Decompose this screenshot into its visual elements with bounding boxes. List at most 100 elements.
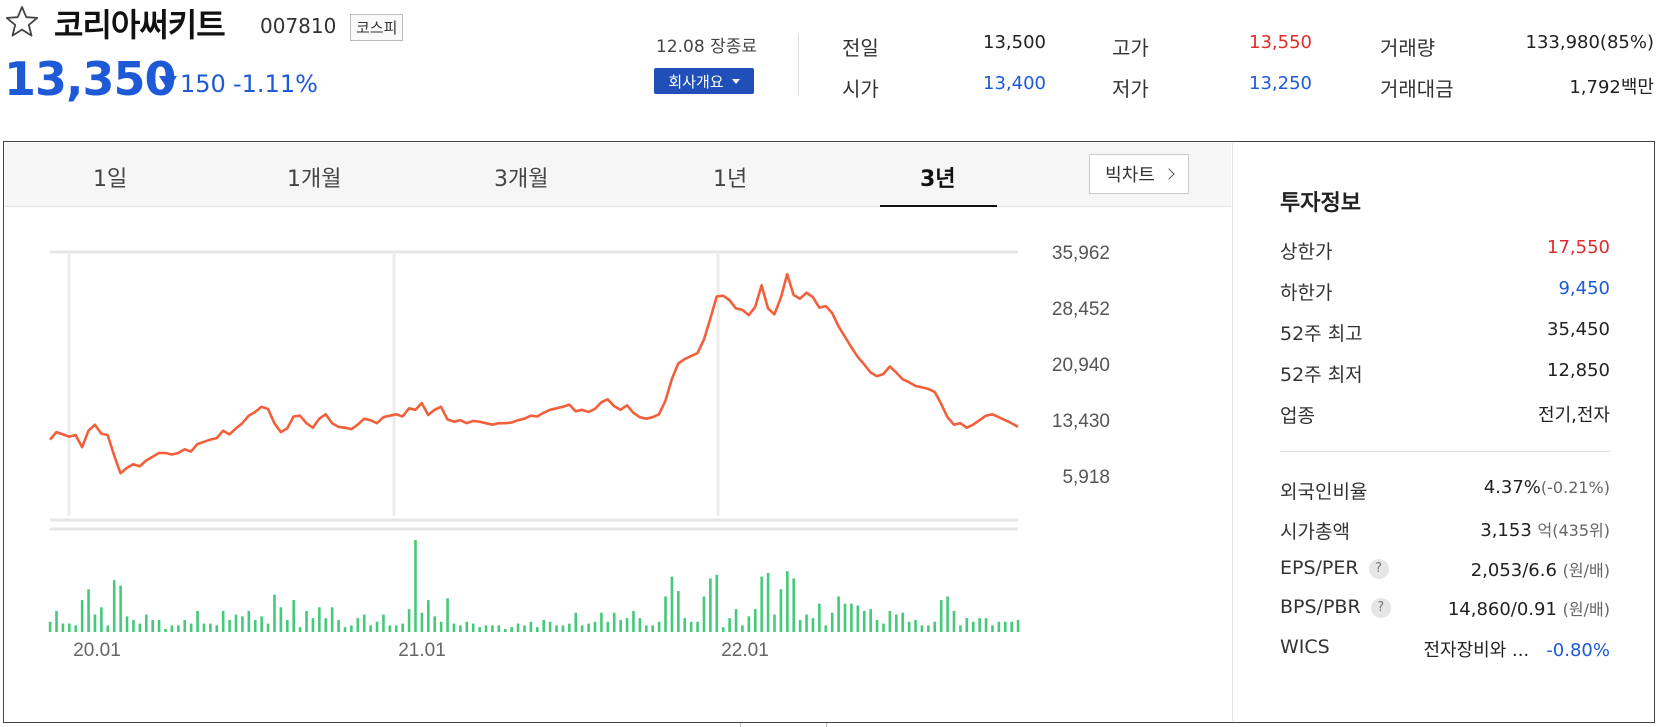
x-tick-label: 22.01 [721,640,769,661]
volume-bar [670,576,674,632]
volume-bar [927,625,930,632]
volume-bar [888,610,892,632]
volume-bar [157,619,161,632]
bps-pbr-text: BPS/PBR [1280,596,1361,618]
bps-pbr-unit: (원/배) [1562,600,1610,619]
divider [826,723,827,727]
volume-bar [619,619,622,632]
stock-name: 코리아써키트 [54,6,226,44]
volume-bar [901,612,905,632]
volume-bar [318,607,321,632]
favorite-star-icon[interactable] [4,4,40,40]
y-tick-label: 35,962 [1052,243,1110,264]
volume-bar [510,627,513,632]
volume-bar [87,589,90,632]
volume-bar [144,614,148,632]
volume-bar [683,618,687,632]
price-line [49,272,1019,475]
volume-bar [439,621,443,632]
volume-bar [920,625,924,632]
wics-sector[interactable]: 전자장비와 ... [1423,640,1530,661]
volume-bar [478,627,481,632]
volume-bar [984,618,988,632]
volume-bar [939,600,943,632]
market-cap-label: 시가총액 [1280,521,1350,543]
open-label: 시가 [842,77,879,101]
tab-1day[interactable]: 1일 [93,167,128,192]
volume-bar [503,629,507,632]
open-value: 13,400 [983,73,1046,94]
volume-bar [843,603,847,632]
tab-3year[interactable]: 3년 [920,167,956,192]
company-overview-label: 회사개요 [668,72,724,91]
eps-per-text: EPS/PER [1280,557,1359,579]
volume-bar [196,610,199,632]
tab-3month[interactable]: 3개월 [494,167,549,192]
volume-bar [48,621,52,632]
investment-info-title: 투자정보 [1280,191,1361,216]
volume-bar [715,574,719,632]
volume-bar [106,625,110,632]
period-tabs: 1일 1개월 3개월 1년 3년 빅차트 [5,143,1231,207]
market-badge: 코스피 [350,14,404,41]
volume-bar [234,614,238,632]
volume-bar [657,621,661,632]
volume-bar [337,619,340,632]
foreign-ratio-value: 4.37%(-0.21%) [1484,477,1610,498]
volume-bar [93,614,97,632]
chart-container: 1일 1개월 3개월 1년 3년 빅차트 35,962 28,452 20,940 1… [3,141,1655,723]
volume-bar [189,623,193,632]
volume-bar [375,621,379,632]
help-icon[interactable]: ? [1368,558,1389,579]
volume-bar [266,623,270,632]
price-change: 150 [180,70,226,98]
bigchart-button[interactable]: 빅차트 [1089,154,1189,194]
volume-bar [760,576,763,632]
volume-bar [279,607,283,632]
volume-bar [151,619,154,632]
foreign-ratio-change: (-0.21%) [1540,478,1610,497]
help-icon[interactable]: ? [1370,597,1391,618]
volume-bar [773,614,776,632]
volume-bar [459,625,462,632]
market-cap-value: 3,153 억(435위) [1480,517,1610,541]
volume-label: 거래량 [1380,36,1436,60]
volume-bar [965,618,969,632]
caret-down-icon [731,78,740,84]
volume-bar [221,610,225,632]
volume-bar [401,623,404,632]
volume-bar [273,594,276,632]
wics-label: WICS [1280,636,1330,658]
divider [798,34,799,96]
volume-bar [170,625,174,632]
volume-bar [907,621,911,632]
volume-bar [1010,621,1013,632]
company-overview-button[interactable]: 회사개요 [654,68,754,94]
low-label: 저가 [1112,77,1149,101]
price-chart: 35,962 28,452 20,940 13,430 5,918 20.01 21.01 2… [48,243,1110,661]
volume-bar [625,618,629,632]
y-tick-label: 28,452 [1052,299,1110,320]
volume-bar [696,621,699,632]
volume-bar [664,596,667,632]
volume-bar [177,625,180,632]
tab-1month[interactable]: 1개월 [287,167,342,192]
volume-bar [253,619,257,632]
volume-bar [516,623,520,632]
volume-bar [1016,619,1020,632]
volume-bar [125,616,129,632]
volume-bar [311,618,315,632]
volume-bar [433,616,437,632]
tab-1year[interactable]: 1년 [713,167,748,192]
divider [740,723,741,727]
sector-value: 전기,전자 [1538,405,1610,426]
volume-bar [542,619,546,632]
volume-bar [606,621,610,632]
volume-bar [260,616,263,632]
low-52w-label: 52주 최저 [1280,364,1363,386]
volume-bar [119,585,122,632]
eps-per-value: 2,053/6.6 (원/배) [1471,557,1610,581]
volume-bar [247,610,251,632]
current-price: 13,350 [4,52,177,106]
volume-bar [241,616,244,632]
